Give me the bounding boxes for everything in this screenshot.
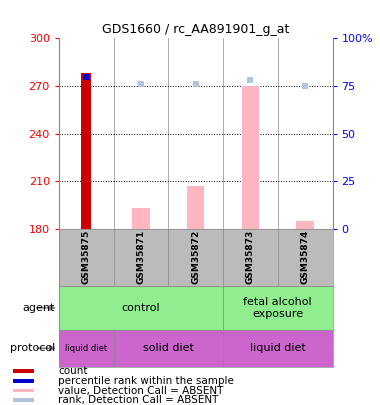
- Text: liquid diet: liquid diet: [250, 343, 306, 353]
- Text: solid diet: solid diet: [143, 343, 194, 353]
- Bar: [187, 186, 204, 229]
- Bar: [114, 330, 223, 367]
- Text: rank, Detection Call = ABSENT: rank, Detection Call = ABSENT: [58, 395, 218, 405]
- Bar: [59, 330, 114, 367]
- Text: agent: agent: [23, 303, 55, 313]
- Bar: [13, 389, 34, 392]
- Bar: [223, 286, 332, 330]
- Text: count: count: [58, 367, 88, 376]
- Title: GDS1660 / rc_AA891901_g_at: GDS1660 / rc_AA891901_g_at: [102, 23, 290, 36]
- Text: protocol: protocol: [10, 343, 55, 353]
- Bar: [13, 369, 34, 373]
- Bar: [81, 73, 91, 229]
- Text: GSM35875: GSM35875: [82, 230, 91, 284]
- Bar: [13, 379, 34, 383]
- Text: liquid diet: liquid diet: [65, 344, 107, 353]
- Text: fetal alcohol
exposure: fetal alcohol exposure: [244, 297, 312, 319]
- Text: GSM35872: GSM35872: [191, 230, 200, 284]
- Text: GSM35873: GSM35873: [246, 230, 255, 284]
- Bar: [242, 86, 259, 229]
- Bar: [59, 286, 223, 330]
- Text: GSM35874: GSM35874: [301, 230, 310, 284]
- Bar: [223, 330, 332, 367]
- Text: GSM35871: GSM35871: [136, 230, 146, 284]
- Bar: [296, 221, 314, 229]
- Text: value, Detection Call = ABSENT: value, Detection Call = ABSENT: [58, 386, 224, 396]
- Bar: [132, 208, 150, 229]
- Text: control: control: [122, 303, 160, 313]
- Bar: [13, 398, 34, 402]
- Text: percentile rank within the sample: percentile rank within the sample: [58, 376, 234, 386]
